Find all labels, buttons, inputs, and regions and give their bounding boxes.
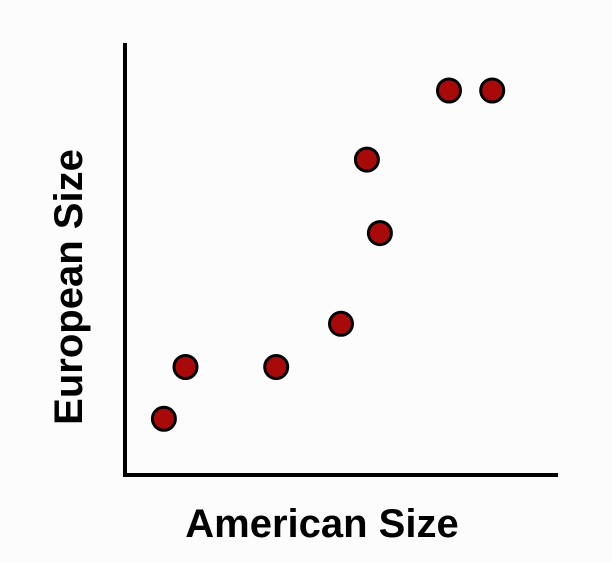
y-axis-title: European Size: [47, 149, 91, 425]
data-point-5: [353, 146, 380, 173]
plot-area: [123, 43, 558, 477]
data-points: [150, 77, 506, 432]
x-axis-title: American Size: [185, 502, 458, 546]
data-point-6: [366, 220, 393, 247]
data-point-1: [150, 405, 177, 432]
data-point-4: [328, 310, 354, 337]
data-point-2: [172, 354, 199, 380]
data-point-8: [479, 77, 506, 104]
data-point-7: [436, 77, 462, 104]
data-point-3: [263, 354, 290, 380]
